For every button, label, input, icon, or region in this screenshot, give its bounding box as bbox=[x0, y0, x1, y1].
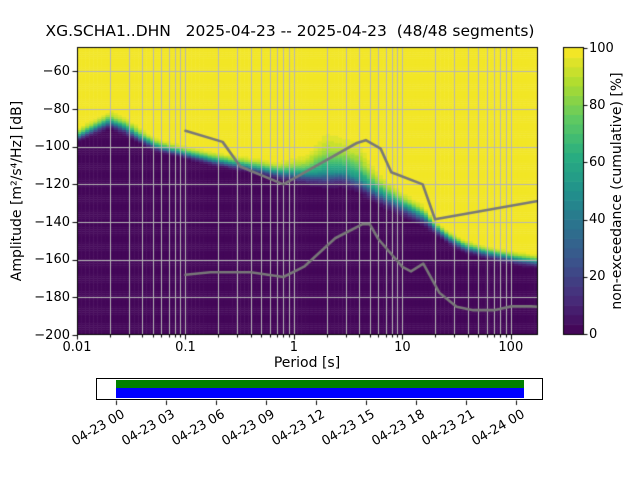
x-tick-label: 0.1 bbox=[175, 340, 196, 355]
y-tick-label: −120 bbox=[34, 176, 70, 192]
colorbar-tick-label: 20 bbox=[589, 269, 606, 285]
y-tick-label: −180 bbox=[34, 289, 70, 305]
colorbar-tick-label: 100 bbox=[589, 40, 614, 56]
colorbar-tick-label: 0 bbox=[589, 326, 598, 342]
x-axis-label: Period [s] bbox=[273, 355, 341, 371]
x-tick-label: 100 bbox=[498, 340, 524, 355]
colorbar-tick-label: 80 bbox=[589, 97, 606, 113]
y-tick-label: −160 bbox=[34, 252, 70, 268]
colorbar-label: non-exceedance (cumulative) [%] bbox=[609, 72, 625, 310]
y-tick-label: −140 bbox=[34, 214, 70, 230]
y-tick-label: −60 bbox=[42, 63, 70, 79]
timeline-box bbox=[96, 378, 543, 400]
y-tick-label: −80 bbox=[42, 101, 70, 117]
x-tick-label: 1 bbox=[289, 340, 299, 355]
x-tick-label: 10 bbox=[394, 340, 411, 355]
y-tick-label: −200 bbox=[34, 327, 70, 343]
timeline-coverage-bar-green bbox=[116, 379, 524, 389]
plot-title: XG.SCHA1..DHN 2025-04-23 -- 2025-04-23 (… bbox=[45, 22, 535, 40]
x-tick-label: 0.01 bbox=[62, 340, 92, 355]
colorbar-tick-label: 60 bbox=[589, 154, 606, 170]
colorbar-tick-label: 40 bbox=[589, 212, 606, 228]
y-tick-label: −100 bbox=[34, 139, 70, 155]
timeline-coverage-bar-blue bbox=[116, 388, 524, 399]
